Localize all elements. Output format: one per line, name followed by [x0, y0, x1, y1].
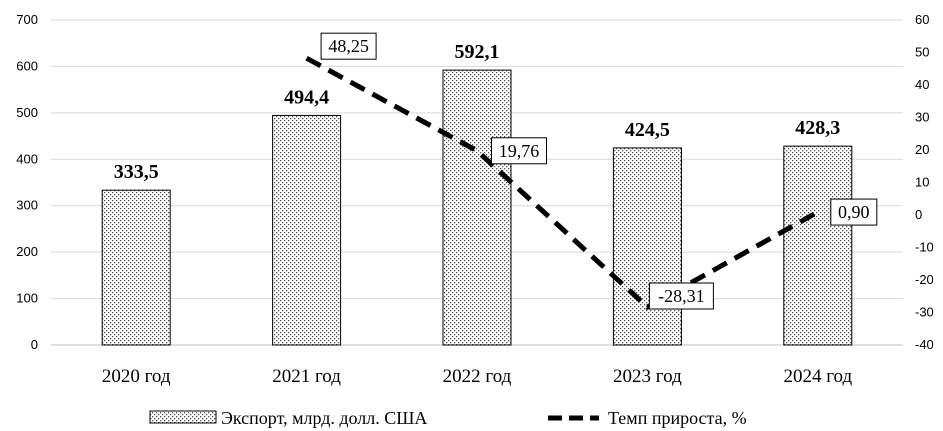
y-left-tick-label: 400: [16, 151, 38, 166]
y-right-tick-label: 50: [915, 45, 929, 60]
bar: [783, 145, 853, 346]
x-category-label: 2020 год: [102, 366, 171, 387]
rate-value-label: -28,31: [658, 286, 705, 306]
y-left-tick-label: 0: [31, 337, 38, 352]
bar: [101, 189, 171, 346]
rate-value-label: 0,90: [838, 202, 870, 222]
y-left-tick-label: 100: [16, 291, 38, 306]
bar-series: [101, 69, 853, 346]
x-category-label: 2023 год: [613, 366, 682, 387]
axis-ticks: 0 100 200 300 400 500 600 700 -40 -30 -20 -10 0 10 20 3…: [16, 12, 934, 387]
legend-label-export: Экспорт, млрд. долл. США: [221, 408, 427, 428]
y-right-tick-label: 0: [915, 207, 922, 222]
y-left-tick-label: 300: [16, 198, 38, 213]
bar-value-label: 333,5: [114, 161, 159, 183]
rate-value-label: 19,76: [499, 141, 540, 161]
line-series: [305, 55, 820, 311]
bar-value-label: 428,3: [795, 117, 840, 139]
bar-value-label: 494,4: [284, 86, 329, 108]
y-right-tick-label: 20: [915, 142, 929, 157]
y-left-tick-label: 600: [16, 58, 38, 73]
rate-label-box: [830, 198, 878, 226]
rate-label-box: [648, 282, 714, 310]
rate-label-box: [491, 137, 547, 165]
bar: [612, 147, 682, 346]
y-left-tick-label: 500: [16, 105, 38, 120]
bar-value-label: 592,1: [455, 41, 500, 63]
y-right-tick-label: 40: [915, 77, 929, 92]
rate-value-label: 48,25: [328, 36, 369, 56]
legend-label-rate: Темп прироста, %: [608, 408, 747, 428]
growth-rate-line: [305, 55, 820, 311]
x-category-label: 2021 год: [272, 366, 341, 387]
y-right-tick-label: 60: [915, 12, 929, 27]
y-right-tick-label: -40: [915, 337, 934, 352]
rate-label-box: [320, 32, 377, 60]
y-right-tick-label: -30: [915, 305, 934, 320]
legend: Экспорт, млрд. долл. США Темп прироста, %: [149, 408, 747, 428]
bar: [272, 114, 342, 346]
bar-value-label: 424,5: [625, 119, 670, 141]
y-right-tick-label: 10: [915, 175, 929, 190]
bar: [442, 69, 512, 346]
x-category-label: 2024 год: [783, 366, 852, 387]
data-labels: 333,5 494,4 592,1 424,5 428,3 48,25 19,76 -28,3…: [114, 32, 878, 310]
y-left-tick-label: 700: [16, 12, 38, 27]
y-right-tick-label: -20: [915, 272, 934, 287]
y-right-tick-label: 30: [915, 110, 929, 125]
y-right-tick-label: -10: [915, 240, 934, 255]
legend-swatch-bar: [149, 410, 217, 424]
x-category-label: 2022 год: [443, 366, 512, 387]
y-left-tick-label: 200: [16, 244, 38, 259]
